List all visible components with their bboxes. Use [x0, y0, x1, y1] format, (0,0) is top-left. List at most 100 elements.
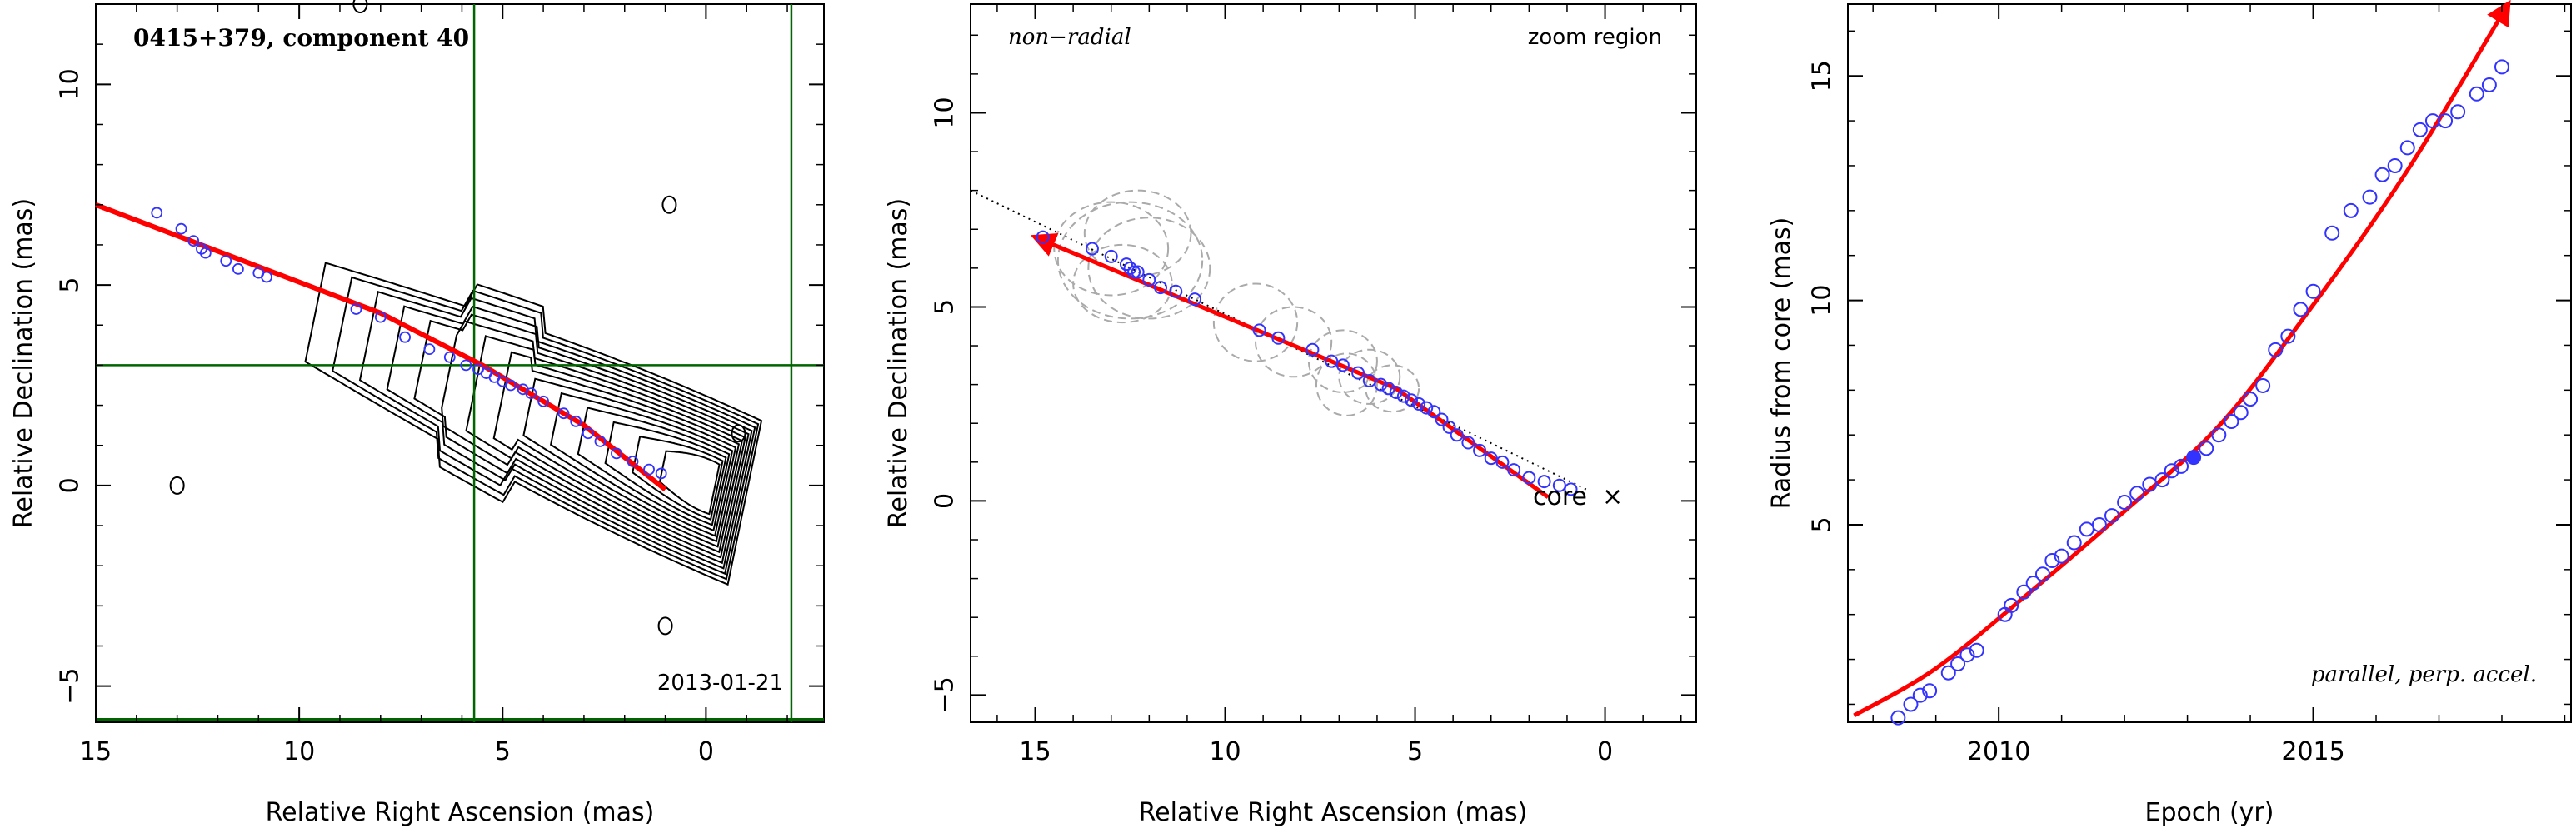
- date-label: 2013-01-21: [657, 671, 783, 696]
- data-point: [2034, 566, 2050, 582]
- data-point: [374, 311, 387, 323]
- data-point: [2362, 189, 2378, 205]
- component-ellipse: [1212, 282, 1299, 362]
- x-tick-label: 15: [1019, 737, 1051, 766]
- isolated-contour: [661, 195, 677, 214]
- data-point: [1427, 405, 1441, 419]
- contour-level: [632, 436, 724, 521]
- data-point: [460, 359, 472, 372]
- x-tick-label: 5: [1407, 737, 1423, 766]
- data-point: [1362, 373, 1376, 387]
- data-point: [2233, 405, 2249, 421]
- data-point: [2280, 328, 2296, 344]
- data-point: [261, 271, 272, 283]
- x-ticks-2: 15 10 5 0: [996, 4, 1682, 766]
- isolated-contour: [731, 424, 746, 443]
- y-ticks-2: −5 0 5 10: [931, 34, 1696, 714]
- data-point: [1507, 463, 1521, 477]
- core-marker: ×: [1602, 482, 1623, 511]
- component-ellipse: [1083, 189, 1192, 277]
- component-ellipse: [1365, 364, 1420, 413]
- data-point: [505, 379, 517, 392]
- component-ellipse: [1315, 352, 1378, 416]
- data-point: [1461, 436, 1475, 450]
- data-point: [2079, 521, 2094, 537]
- data-point: [1381, 382, 1395, 396]
- x-tick-label: 15: [80, 737, 112, 766]
- data-point: [2243, 392, 2259, 407]
- x-tick-label: 10: [283, 737, 315, 766]
- data-point: [2412, 122, 2428, 137]
- data-point: [1564, 482, 1578, 496]
- panel-2: 15 10 5 0 −5 0 5 10 non−radial zoom region cor…: [884, 3, 1697, 827]
- contour-level: [492, 351, 741, 548]
- data-point: [199, 247, 212, 259]
- data-point: [594, 436, 607, 447]
- data-point: [443, 351, 456, 363]
- data-point: [2450, 104, 2466, 120]
- component-ellipse: [1053, 201, 1170, 297]
- data-point: [1404, 393, 1418, 407]
- data-point: [2343, 202, 2359, 218]
- x-ticks-1: 15 10 5 0: [80, 4, 788, 766]
- contour-level: [604, 421, 727, 526]
- x-tick-label: 5: [495, 737, 511, 766]
- data-point: [537, 395, 549, 407]
- data-point: [1127, 265, 1141, 279]
- data-point: [1522, 471, 1536, 485]
- data-point: [1036, 230, 1050, 244]
- data-point: [350, 303, 362, 315]
- data-point: [2399, 140, 2415, 156]
- data-point: [627, 456, 639, 467]
- data-point: [525, 387, 537, 400]
- data-point: [570, 415, 582, 427]
- contour-level: [577, 407, 731, 532]
- data-point: [2174, 458, 2189, 474]
- data-point: [2104, 508, 2120, 524]
- y-axis-title-1: Relative Declination (mas): [9, 198, 38, 528]
- data-point: [2469, 86, 2484, 102]
- data-point: [557, 407, 570, 420]
- isolated-contour: [169, 476, 185, 495]
- data-point: [2255, 377, 2271, 393]
- data-point: [1335, 358, 1350, 372]
- x-tick-label: 10: [1209, 737, 1241, 766]
- fit-arrow: [1030, 233, 1550, 499]
- annot-non-radial: non−radial: [1008, 25, 1131, 50]
- data-point: [1420, 401, 1434, 415]
- y-axis-title-2: Relative Declination (mas): [884, 198, 913, 528]
- data-point: [1435, 412, 1449, 426]
- x-tick-label: 0: [1597, 737, 1613, 766]
- data-point: [232, 262, 244, 275]
- x-ticks-3: 2010 2015: [1872, 4, 2566, 766]
- data-point: [2117, 495, 2133, 511]
- y-tick-label: 10: [1808, 284, 1837, 316]
- data-point: [2016, 584, 2032, 600]
- data-points-3: [1890, 59, 2509, 726]
- y-tick-label: 10: [56, 68, 85, 100]
- data-point: [1085, 242, 1099, 256]
- component-ellipse: [1072, 243, 1173, 324]
- data-point: [1537, 475, 1551, 489]
- component-ellipse: [1087, 217, 1211, 320]
- highlight-point: [2186, 450, 2201, 465]
- component-ellipse: [1255, 306, 1333, 378]
- data-point: [1123, 261, 1137, 275]
- data-point: [2054, 548, 2069, 564]
- data-point: [582, 427, 594, 440]
- x-tick-label: 2015: [2281, 737, 2344, 766]
- data-point: [1412, 397, 1426, 411]
- data-point: [1351, 366, 1365, 380]
- panel-3-frame: [1847, 3, 2572, 723]
- data-point: [196, 242, 207, 255]
- data-point: [1188, 292, 1202, 307]
- data-point: [1131, 265, 1145, 279]
- data-point: [1969, 642, 1984, 658]
- data-point: [1940, 665, 1956, 681]
- x-tick-label: 2010: [1967, 737, 2030, 766]
- data-point: [1450, 428, 1464, 442]
- data-point: [1912, 687, 1928, 703]
- data-point: [175, 222, 187, 235]
- data-point: [1396, 389, 1410, 403]
